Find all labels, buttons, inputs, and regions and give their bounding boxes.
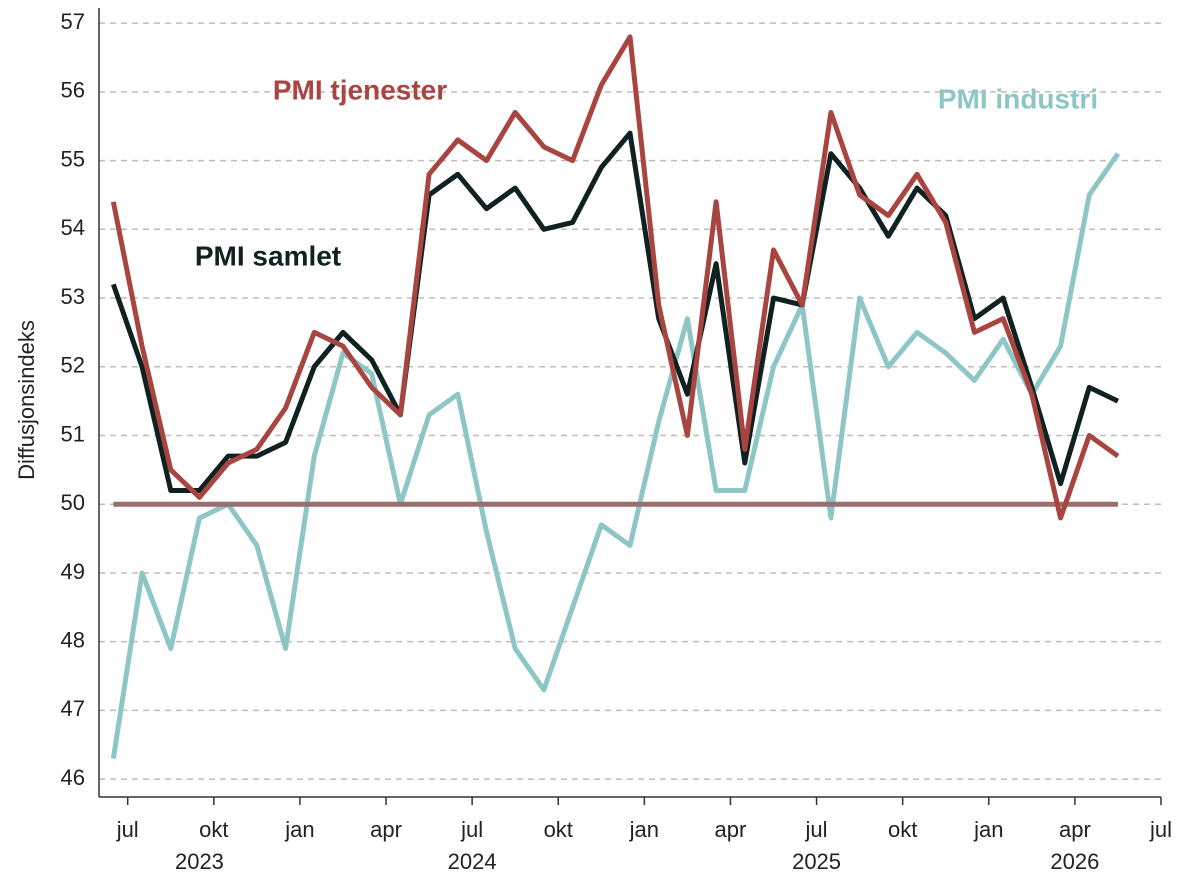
x-tick-label: jul bbox=[460, 817, 483, 842]
y-tick-label: 46 bbox=[61, 765, 85, 790]
year-label: 2024 bbox=[448, 849, 497, 874]
year-label: 2025 bbox=[792, 849, 841, 874]
y-tick-label: 55 bbox=[61, 146, 85, 171]
y-axis-label: Diffusjonsindeks bbox=[14, 320, 39, 480]
series-label: PMI industri bbox=[938, 83, 1098, 114]
y-tick-label: 52 bbox=[61, 353, 85, 378]
series-label: PMI tjenester bbox=[273, 74, 447, 105]
series-line bbox=[110, 152, 1121, 759]
y-tick-label: 49 bbox=[61, 559, 85, 584]
series-label: PMI samlet bbox=[195, 240, 341, 271]
series-line bbox=[110, 34, 1120, 521]
y-tick-label: 56 bbox=[61, 78, 85, 103]
x-tick-label: jul bbox=[116, 817, 139, 842]
x-tick-label: jan bbox=[284, 817, 314, 842]
x-tick-label: jul bbox=[805, 817, 828, 842]
y-tick-label: 53 bbox=[61, 284, 85, 309]
y-tick-label: 57 bbox=[61, 9, 85, 34]
y-tick-label: 48 bbox=[61, 627, 85, 652]
y-tick-label: 51 bbox=[61, 421, 85, 446]
x-tick-label: okt bbox=[888, 817, 917, 842]
year-label: 2023 bbox=[175, 849, 224, 874]
y-tick-label: 54 bbox=[61, 215, 85, 240]
x-tick-label: jan bbox=[973, 817, 1003, 842]
y-tick-label: 47 bbox=[61, 696, 85, 721]
x-tick-label: okt bbox=[544, 817, 573, 842]
year-label: 2026 bbox=[1050, 849, 1099, 874]
x-tick-label: apr bbox=[370, 817, 402, 842]
x-tick-label: okt bbox=[199, 817, 228, 842]
x-tick-label: apr bbox=[1059, 817, 1091, 842]
y-tick-label: 50 bbox=[61, 490, 85, 515]
x-tick-label: apr bbox=[715, 817, 747, 842]
x-tick-label: jan bbox=[629, 817, 659, 842]
x-tick-label: jul bbox=[1149, 817, 1172, 842]
